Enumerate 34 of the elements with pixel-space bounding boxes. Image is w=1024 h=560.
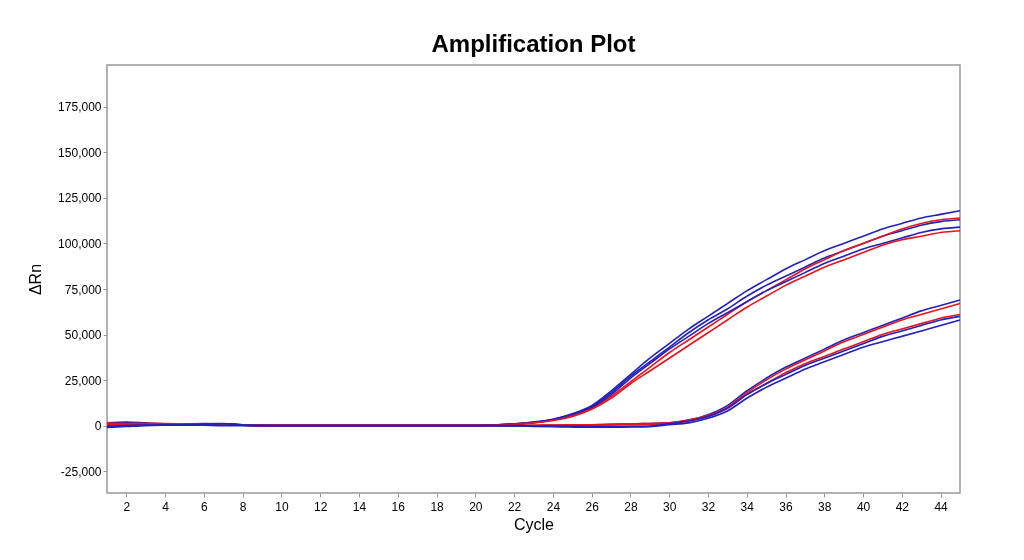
- y-tick-label: 100,000: [58, 236, 102, 251]
- x-tick-label: 18: [430, 499, 445, 514]
- x-tick-label: 24: [546, 499, 561, 514]
- x-tick-label: 4: [162, 499, 170, 514]
- y-tick-label: -25,000: [60, 464, 102, 479]
- y-tick-label: 175,000: [58, 100, 102, 115]
- x-tick-label: 2: [123, 499, 131, 514]
- x-tick-label: 30: [663, 499, 677, 514]
- y-tick-label: 150,000: [58, 145, 102, 160]
- x-tick-label: 6: [201, 499, 209, 514]
- y-tick-label: 50,000: [64, 328, 102, 343]
- x-tick-label: 34: [740, 499, 755, 514]
- x-tick-label: 28: [624, 499, 638, 514]
- x-tick-label: 22: [507, 499, 522, 514]
- x-axis-title: Cycle: [513, 515, 555, 533]
- chart-title: Amplification Plot: [431, 30, 636, 57]
- y-tick-label: 75,000: [64, 282, 102, 297]
- x-tick-label: 44: [934, 499, 949, 514]
- x-tick-label: 16: [391, 499, 406, 514]
- x-tick-label: 14: [352, 499, 367, 514]
- x-tick-label: 38: [818, 499, 832, 514]
- y-tick-label: 25,000: [64, 373, 102, 388]
- x-tick-label: 36: [779, 499, 794, 514]
- x-tick-label: 26: [585, 499, 600, 514]
- x-tick-label: 32: [701, 499, 716, 514]
- x-tick-label: 40: [856, 499, 871, 514]
- y-axis-title: ΔRn: [27, 263, 45, 296]
- y-tick-label: 125,000: [58, 191, 102, 206]
- x-tick-label: 8: [239, 499, 247, 514]
- x-tick-label: 20: [469, 499, 483, 514]
- y-tick-label: 0: [94, 419, 102, 434]
- x-tick-label: 12: [314, 499, 328, 514]
- x-tick-label: 10: [275, 499, 289, 514]
- x-tick-label: 42: [895, 499, 910, 514]
